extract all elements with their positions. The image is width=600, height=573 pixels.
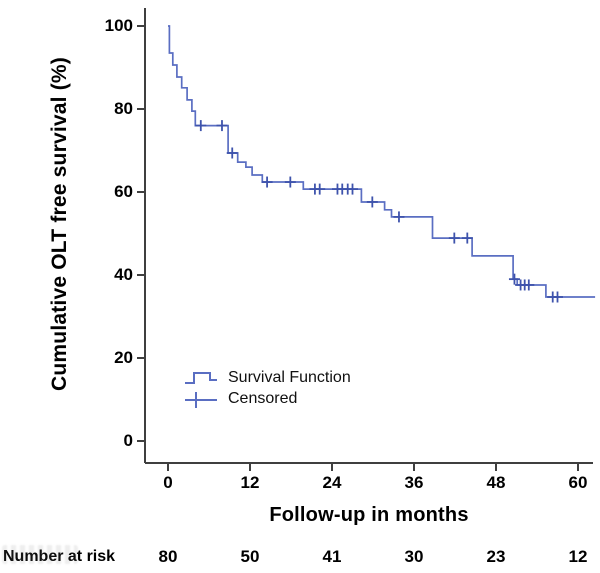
x-tick-label: 0	[163, 473, 173, 492]
y-tick-label: 60	[114, 182, 133, 201]
legend-label-censored: Censored	[228, 389, 298, 407]
legend-row-survival: Survival Function	[183, 367, 351, 388]
y-tick-label: 40	[114, 265, 133, 284]
number-at-risk-value: 50	[240, 547, 260, 566]
y-tick-label: 100	[104, 16, 133, 35]
number-at-risk-label: Number at risk	[3, 548, 116, 565]
step-line-icon	[185, 371, 217, 384]
x-tick-label: 12	[240, 473, 260, 492]
number-at-risk-value: 80	[158, 547, 178, 566]
x-tick-label: 60	[568, 473, 588, 492]
x-tick-label: 24	[322, 473, 342, 492]
legend-row-censored: Censored	[183, 388, 351, 409]
number-at-risk-value: 30	[404, 547, 424, 566]
number-at-risk-value: 23	[486, 547, 506, 566]
legend-label-survival: Survival Function	[228, 368, 351, 386]
legend: Survival Function Censored	[183, 367, 351, 409]
plus-censor-icon	[185, 391, 217, 408]
y-tick-label: 0	[123, 431, 133, 450]
y-axis-title: Cumulative OLT free survival (%)	[48, 57, 71, 391]
y-tick-label: 20	[114, 348, 133, 367]
number-at-risk-value: 12	[568, 547, 588, 566]
x-axis-title: Follow-up in months	[269, 504, 469, 526]
x-tick-label: 48	[486, 473, 506, 492]
number-at-risk-value: 41	[322, 547, 342, 566]
x-tick-label: 36	[404, 473, 424, 492]
y-tick-label: 80	[114, 99, 133, 118]
